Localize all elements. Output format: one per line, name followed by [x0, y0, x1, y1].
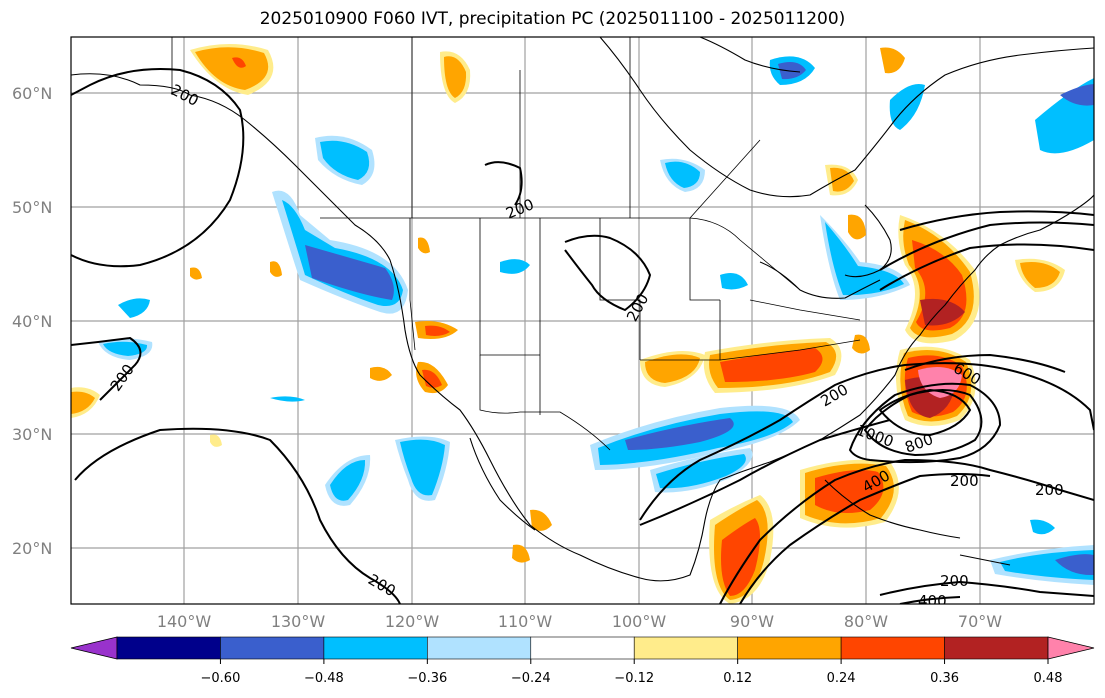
lon-label-120w: 120°W	[385, 612, 440, 631]
colorbar-tick-label: 0.24	[827, 671, 856, 686]
colorbar-cell	[530, 636, 635, 660]
lat-label-30n: 30°N	[12, 425, 52, 444]
colorbar-cell	[840, 636, 945, 660]
colorbar-tick-label: −0.12	[614, 671, 654, 686]
colorbar-tick-label: −0.24	[511, 671, 551, 686]
ivt-contour-label: 200	[1035, 481, 1064, 499]
colorbar-cell	[220, 636, 325, 660]
colorbar-ticks: −0.60 −0.48 −0.36 −0.24 −0.12 0.12 0.24 0.36 0.4…	[201, 659, 1063, 686]
political-borders	[171, 37, 861, 451]
ivt-contour-label: 200	[940, 572, 969, 590]
colorbar: −0.60 −0.48 −0.36 −0.24 −0.12 0.12 0.24 0.36 0.4…	[70, 636, 1095, 686]
lon-label-130w: 130°W	[271, 612, 326, 631]
colorbar-cell	[116, 636, 221, 660]
lat-label-60n: 60°N	[12, 84, 52, 103]
coastlines	[71, 37, 1094, 582]
colorbar-extend-low	[70, 636, 118, 660]
ivt-contours	[71, 68, 1094, 604]
colorbar-cell	[323, 636, 428, 660]
colorbar-tick-label: −0.60	[201, 671, 241, 686]
colorbar-cells	[116, 636, 1049, 660]
lat-label-40n: 40°N	[12, 312, 52, 331]
ivt-contour-label: 400	[918, 592, 947, 610]
colorbar-extend-high	[1047, 636, 1095, 660]
lon-label-140w: 140°W	[157, 612, 212, 631]
lat-label-20n: 20°N	[12, 539, 52, 558]
colorbar-cell	[944, 636, 1049, 660]
precip-negative-areas	[98, 56, 1094, 585]
lon-label-90w: 90°W	[730, 612, 774, 631]
graticule	[71, 37, 1094, 604]
map-content: 200 200 200 200 200 200 200 200 200 600 …	[71, 37, 1094, 610]
colorbar-tick-label: −0.36	[407, 671, 447, 686]
colorbar-cell	[633, 636, 738, 660]
colorbar-cell	[737, 636, 842, 660]
colorbar-tick-label: −0.48	[304, 671, 344, 686]
colorbar-tick-label: 0.12	[723, 671, 752, 686]
lat-label-50n: 50°N	[12, 198, 52, 217]
longitude-labels: 140°W 130°W 120°W 110°W 100°W 90°W 80°W …	[157, 612, 1002, 631]
lon-label-80w: 80°W	[844, 612, 888, 631]
lon-label-70w: 70°W	[958, 612, 1002, 631]
map-frame	[70, 36, 1095, 605]
colorbar-tick-label: 0.48	[1034, 671, 1063, 686]
latitude-labels: 60°N 50°N 40°N 30°N 20°N	[12, 84, 52, 558]
colorbar-tick-label: 0.36	[930, 671, 959, 686]
lon-label-110w: 110°W	[498, 612, 553, 631]
colorbar-cell	[427, 636, 532, 660]
map-title: 2025010900 F060 IVT, precipitation PC (2…	[259, 9, 846, 29]
lon-label-100w: 100°W	[612, 612, 667, 631]
ivt-contour-label: 200	[950, 472, 979, 490]
